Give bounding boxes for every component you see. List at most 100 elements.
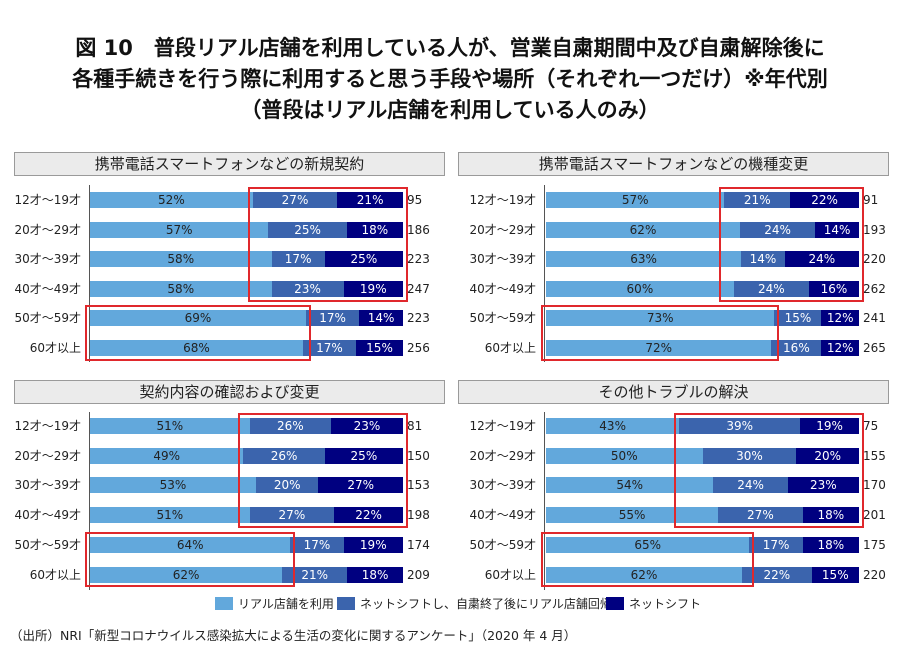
figure-title-line-3: （普段はリアル店舗を利用している人のみ） bbox=[240, 98, 660, 122]
data-label-value: 65 bbox=[634, 537, 650, 552]
category-label: 60才以上 bbox=[484, 567, 536, 582]
data-label-unit: % bbox=[662, 311, 674, 325]
data-label: 21% bbox=[724, 192, 790, 208]
data-label-value: 17 bbox=[319, 311, 335, 325]
sample-size-label: 193 bbox=[863, 222, 886, 237]
data-label: 23% bbox=[331, 418, 403, 434]
data-label-value: 23 bbox=[810, 478, 826, 493]
data-label: 24% bbox=[734, 281, 809, 297]
data-label: 73% bbox=[546, 310, 774, 326]
data-label: 17% bbox=[303, 340, 356, 356]
data-label-unit: % bbox=[839, 222, 851, 237]
bar-segment-net-shift bbox=[821, 339, 859, 356]
data-label-unit: % bbox=[641, 281, 654, 296]
legend-swatch-real-store bbox=[215, 597, 233, 610]
bar-segment-real-store bbox=[546, 477, 714, 494]
data-label-value: 62 bbox=[172, 567, 188, 582]
data-label: 63% bbox=[546, 251, 741, 267]
panel-title: 契約内容の確認および変更 bbox=[14, 380, 445, 404]
bar-segment-net-shift bbox=[808, 280, 859, 297]
bar-segment-real-store bbox=[90, 536, 291, 553]
data-label-unit: % bbox=[383, 311, 395, 325]
data-label-unit: % bbox=[171, 419, 184, 433]
bar-segment-real-store bbox=[90, 507, 250, 524]
data-label: 15% bbox=[812, 567, 859, 583]
sample-size-label: 150 bbox=[407, 448, 430, 463]
bar-segment-net-shift bbox=[343, 280, 403, 297]
figure-title-line-2: 各種手続きを行う際に利用すると思う手段や場所（それぞれ一つだけ）※年代別 bbox=[72, 67, 828, 91]
bar-segment-net-shift-return bbox=[713, 477, 788, 494]
data-label-unit: % bbox=[645, 252, 657, 266]
data-label-unit: % bbox=[365, 448, 378, 463]
data-label-value: 27 bbox=[281, 193, 297, 207]
sample-size-label: 175 bbox=[863, 537, 886, 552]
data-label-unit: % bbox=[376, 222, 389, 237]
data-label-unit: % bbox=[368, 419, 381, 433]
data-label-value: 51 bbox=[156, 508, 172, 523]
legend-label: リアル店舗を利用 bbox=[238, 597, 334, 611]
data-label-unit: % bbox=[182, 281, 195, 296]
data-label-unit: % bbox=[198, 340, 210, 355]
sample-size-label: 186 bbox=[407, 222, 430, 237]
data-label-value: 53 bbox=[159, 478, 175, 493]
data-label-value: 18 bbox=[817, 537, 833, 552]
data-label-unit: % bbox=[318, 537, 331, 552]
data-label-value: 26 bbox=[276, 419, 293, 433]
data-label: 58% bbox=[90, 281, 272, 297]
data-label-unit: % bbox=[842, 340, 854, 355]
sample-size-label: 220 bbox=[863, 567, 886, 582]
category-label: 40才～49才 bbox=[14, 281, 81, 296]
data-label-value: 14 bbox=[823, 222, 840, 237]
data-label: 62% bbox=[546, 222, 740, 238]
bar-segment-net-shift bbox=[802, 507, 859, 524]
bar-segment-net-shift-return bbox=[249, 418, 331, 434]
bar-segment-net-shift-return bbox=[302, 339, 357, 356]
category-label: 40才～49才 bbox=[469, 508, 536, 523]
data-label-value: 19 bbox=[359, 537, 376, 552]
figure-title-line-1: 図 10 普段リアル店舗を利用している人が、営業自粛期間中及び自粛解除後に bbox=[75, 36, 825, 60]
data-label-value: 25 bbox=[350, 448, 366, 463]
data-label: 18% bbox=[803, 507, 859, 523]
bar-segment-real-store bbox=[546, 418, 680, 434]
data-label-value: 49 bbox=[153, 448, 169, 463]
y-axis-line bbox=[89, 185, 90, 362]
data-label: 49% bbox=[90, 448, 243, 464]
legend-swatch-net-shift-return bbox=[337, 597, 355, 610]
data-label-value: 25 bbox=[294, 222, 310, 237]
data-label-value: 20 bbox=[273, 478, 290, 493]
bar-segment-net-shift-return bbox=[252, 192, 338, 208]
panel-title: 携帯電話スマートフォンなどの機種変更 bbox=[458, 152, 889, 176]
data-label: 22% bbox=[790, 192, 859, 208]
bar-segment-net-shift-return bbox=[255, 477, 319, 494]
legend-swatch-net-shift bbox=[606, 597, 624, 610]
bar-segment-net-shift bbox=[343, 536, 403, 553]
category-label: 60才以上 bbox=[484, 340, 536, 355]
legend: リアル店舗を利用 ネットシフトし、自粛終了後にリアル店舗回帰 ネットシフト bbox=[0, 596, 900, 614]
data-label-value: 58 bbox=[167, 252, 183, 266]
bar-segment-net-shift bbox=[802, 536, 859, 553]
data-label-value: 21 bbox=[356, 193, 373, 207]
bar-segment-net-shift-return bbox=[271, 280, 344, 297]
bar-segment-net-shift bbox=[331, 418, 403, 434]
data-label-value: 24 bbox=[808, 252, 824, 266]
data-label-value: 62 bbox=[629, 222, 645, 237]
data-label-value: 18 bbox=[361, 567, 378, 582]
data-label-value: 17 bbox=[316, 340, 332, 355]
data-label-value: 18 bbox=[361, 222, 377, 237]
category-label: 50才～59才 bbox=[469, 537, 536, 552]
bar-segment-real-store bbox=[546, 310, 775, 326]
category-label: 50才～59才 bbox=[14, 537, 81, 552]
data-label-unit: % bbox=[626, 448, 638, 463]
data-label: 25% bbox=[325, 251, 403, 267]
sample-size-label: 174 bbox=[407, 537, 430, 552]
category-label: 20才～29才 bbox=[14, 222, 81, 237]
data-label-value: 17 bbox=[284, 252, 301, 266]
data-label-unit: % bbox=[829, 448, 842, 463]
bar-segment-net-shift bbox=[787, 477, 859, 494]
data-label-unit: % bbox=[762, 508, 774, 523]
sample-size-label: 91 bbox=[863, 193, 879, 207]
bar-segment-real-store bbox=[90, 339, 303, 356]
bar-segment-net-shift bbox=[790, 192, 859, 208]
data-label: 20% bbox=[256, 477, 319, 493]
bar-segment-real-store bbox=[90, 447, 244, 464]
